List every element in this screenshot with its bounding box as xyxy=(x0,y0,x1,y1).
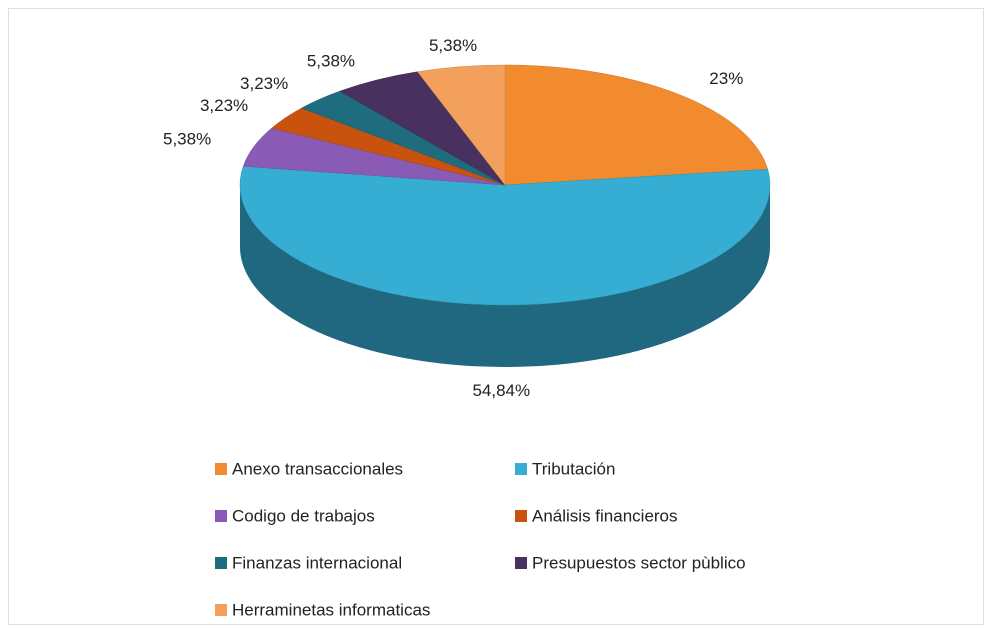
legend-swatch xyxy=(215,604,227,616)
slice xyxy=(504,64,769,186)
data-label: 5,38% xyxy=(429,36,477,55)
data-label: 23% xyxy=(709,69,743,88)
legend-swatch xyxy=(215,510,227,522)
data-label: 5,38% xyxy=(307,52,355,71)
legend-label: Finanzas internacional xyxy=(232,553,402,572)
legend: Anexo transaccionales Tributación Codigo d… xyxy=(215,459,746,619)
legend-label: Tributación xyxy=(532,459,615,478)
pie-sides xyxy=(240,185,770,367)
legend-swatch xyxy=(515,557,527,569)
slice xyxy=(417,64,506,186)
legend-label: Herraminetas informaticas xyxy=(232,600,430,619)
data-label: 5,38% xyxy=(163,130,211,149)
pie-tops xyxy=(239,64,771,306)
legend-swatch xyxy=(515,463,527,475)
legend-label: Anexo transaccionales xyxy=(232,459,403,478)
legend-swatch xyxy=(215,463,227,475)
legend-label: Presupuestos sector pùblico xyxy=(532,553,746,572)
slice-side xyxy=(240,185,770,367)
data-label: 54,84% xyxy=(472,381,530,400)
slice xyxy=(239,165,771,306)
legend-label: Codigo de trabajos xyxy=(232,506,375,525)
data-label: 3,23% xyxy=(200,96,248,115)
legend-label: Análisis financieros xyxy=(532,506,678,525)
legend-swatch xyxy=(215,557,227,569)
labels: 23% 54,84% 5,38% 3,23% 3,23% 5,38% 5,38% xyxy=(163,36,743,400)
data-label: 3,23% xyxy=(240,74,288,93)
legend-swatch xyxy=(515,510,527,522)
